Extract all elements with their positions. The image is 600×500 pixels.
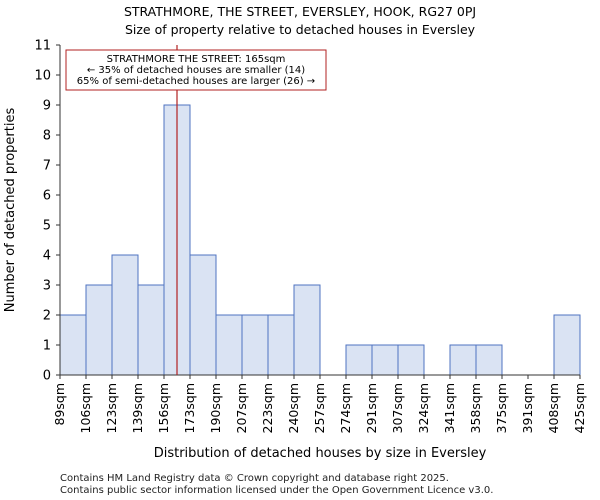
x-tick-label: 375sqm — [494, 383, 509, 433]
y-tick-label: 1 — [43, 339, 51, 354]
y-tick-label: 8 — [43, 129, 51, 144]
y-tick-label: 10 — [34, 69, 51, 84]
x-tick-label: 274sqm — [338, 383, 353, 433]
histogram-bar — [293, 284, 321, 376]
x-tick-label: 240sqm — [286, 383, 301, 433]
histogram-bar — [345, 344, 373, 376]
y-tick-label: 7 — [43, 159, 51, 174]
x-tick-label: 358sqm — [468, 383, 483, 433]
annotation-line-3: 65% of semi-detached houses are larger (… — [77, 76, 315, 87]
histogram-bar — [371, 344, 399, 376]
histogram-bar — [553, 314, 581, 376]
chart-subtitle: Size of property relative to detached ho… — [124, 22, 476, 37]
footer-line-2: Contains public sector information licen… — [60, 485, 494, 496]
y-tick-label: 9 — [43, 99, 51, 114]
x-tick-label: 341sqm — [442, 383, 457, 433]
histogram-bar — [397, 344, 425, 376]
y-tick-label: 0 — [43, 369, 51, 384]
x-tick-label: 190sqm — [208, 383, 223, 433]
x-axis-label: Distribution of detached houses by size … — [154, 446, 487, 461]
histogram-bar — [241, 314, 269, 376]
x-tick-label: 207sqm — [234, 383, 249, 433]
x-tick-label: 173sqm — [182, 383, 197, 433]
histogram-bar — [59, 314, 87, 376]
annotation-line-1: STRATHMORE THE STREET: 165sqm — [107, 54, 286, 65]
histogram-bar — [267, 314, 295, 376]
annotation-line-2: ← 35% of detached houses are smaller (14… — [87, 65, 305, 76]
x-tick-label: 223sqm — [260, 383, 275, 433]
chart-title: STRATHMORE, THE STREET, EVERSLEY, HOOK, … — [123, 4, 477, 19]
y-tick-label: 11 — [34, 39, 51, 54]
histogram-bar — [449, 344, 477, 376]
histogram-bar — [85, 284, 113, 376]
histogram-bar — [137, 284, 165, 376]
histogram-bar — [111, 254, 139, 376]
y-tick-label: 6 — [43, 189, 51, 204]
x-tick-label: 291sqm — [364, 383, 379, 433]
x-tick-label: 257sqm — [312, 383, 327, 433]
histogram-bar — [475, 344, 503, 376]
x-tick-label: 123sqm — [104, 383, 119, 433]
x-tick-label: 89sqm — [52, 383, 67, 426]
y-tick-label: 4 — [43, 249, 51, 264]
y-tick-label: 2 — [43, 309, 51, 324]
y-tick-label: 3 — [43, 279, 51, 294]
x-tick-label: 408sqm — [546, 383, 561, 433]
y-axis-label: Number of detached properties — [3, 108, 18, 313]
x-tick-label: 139sqm — [130, 383, 145, 433]
x-tick-label: 156sqm — [156, 383, 171, 433]
x-tick-label: 425sqm — [572, 383, 587, 433]
y-tick-label: 5 — [43, 219, 51, 234]
footer-line-1: Contains HM Land Registry data © Crown c… — [60, 473, 449, 484]
x-tick-label: 307sqm — [390, 383, 405, 433]
x-tick-label: 391sqm — [520, 383, 535, 433]
annotation-box — [65, 49, 327, 91]
histogram-bar — [215, 314, 243, 376]
x-tick-label: 106sqm — [78, 383, 93, 433]
histogram-bar — [189, 254, 217, 376]
x-tick-label: 324sqm — [416, 383, 431, 433]
